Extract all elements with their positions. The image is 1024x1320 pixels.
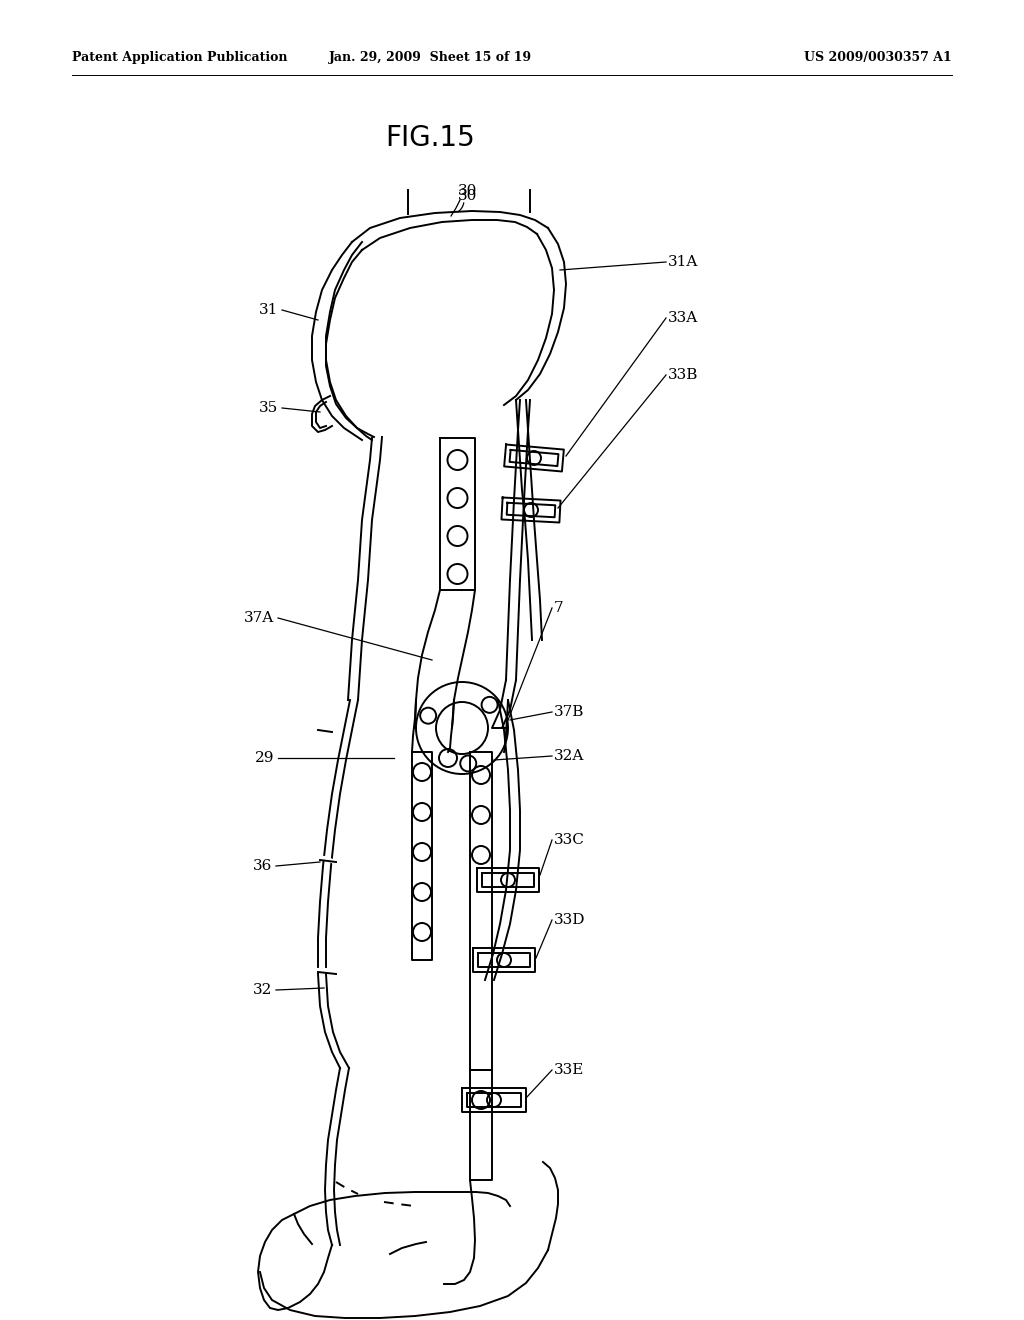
Text: 35: 35 <box>259 401 278 414</box>
Text: 33C: 33C <box>554 833 585 847</box>
Text: 31: 31 <box>259 304 278 317</box>
Text: 32A: 32A <box>554 748 585 763</box>
Text: 37A: 37A <box>244 611 274 624</box>
Text: 37B: 37B <box>554 705 585 719</box>
Text: FIG.15: FIG.15 <box>385 124 475 152</box>
Text: 32: 32 <box>253 983 272 997</box>
Text: 36: 36 <box>253 859 272 873</box>
Text: 31A: 31A <box>668 255 698 269</box>
Text: Jan. 29, 2009  Sheet 15 of 19: Jan. 29, 2009 Sheet 15 of 19 <box>329 51 531 65</box>
Text: 7: 7 <box>554 601 563 615</box>
Text: 33B: 33B <box>668 368 698 381</box>
Text: 33D: 33D <box>554 913 586 927</box>
Text: 29: 29 <box>255 751 274 766</box>
Text: 30: 30 <box>459 189 477 203</box>
Text: 33A: 33A <box>668 312 698 325</box>
Text: 30: 30 <box>459 183 477 198</box>
Text: 33E: 33E <box>554 1063 585 1077</box>
Text: US 2009/0030357 A1: US 2009/0030357 A1 <box>804 51 952 65</box>
Text: Patent Application Publication: Patent Application Publication <box>72 51 288 65</box>
